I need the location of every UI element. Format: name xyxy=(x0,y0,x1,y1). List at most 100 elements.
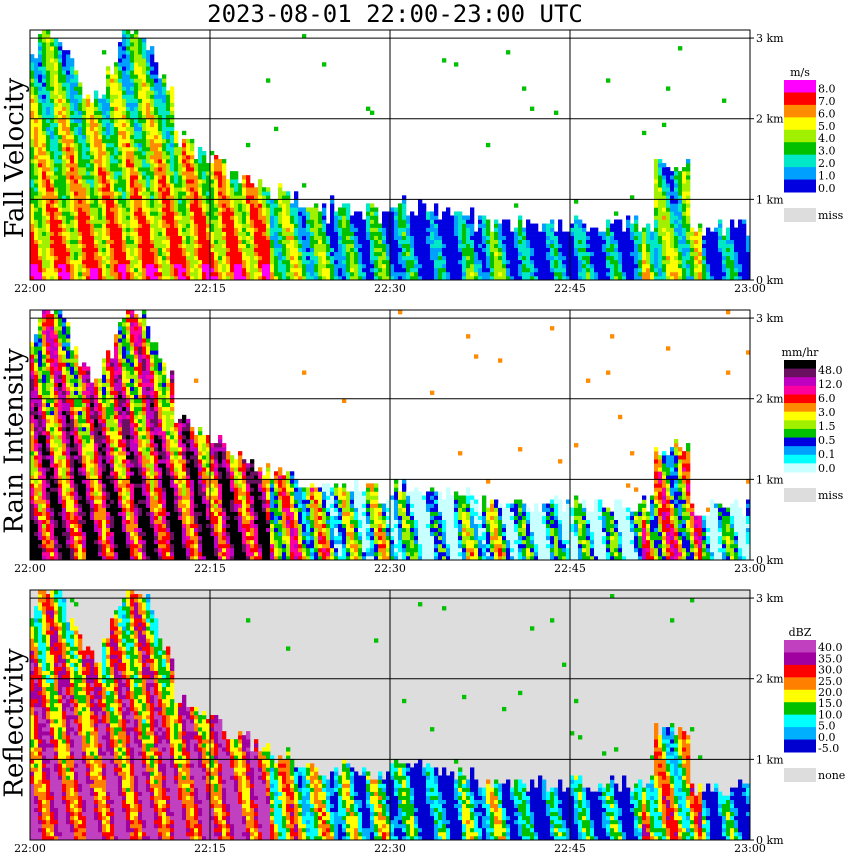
heatmap-cell xyxy=(746,275,751,281)
heatmap-cell xyxy=(134,106,139,111)
heatmap-cell xyxy=(370,215,375,220)
heatmap-cell xyxy=(182,146,187,152)
heatmap-cell xyxy=(202,219,207,224)
heatmap-cell xyxy=(666,203,671,208)
heatmap-cell xyxy=(498,267,503,273)
heatmap-cell xyxy=(494,239,499,245)
heatmap-cell xyxy=(42,215,47,220)
heatmap-cell xyxy=(30,207,35,212)
heatmap-cell xyxy=(734,271,739,277)
heatmap-cell xyxy=(710,247,715,253)
heatmap-cell xyxy=(238,231,243,236)
heatmap-cell xyxy=(146,251,151,257)
heatmap-cell xyxy=(114,247,119,253)
heatmap-cell xyxy=(574,231,579,236)
heatmap-cell xyxy=(270,227,275,232)
heatmap-cell xyxy=(90,259,95,265)
heatmap-cell xyxy=(222,171,227,176)
heatmap-cell xyxy=(322,239,327,245)
heatmap-cell xyxy=(94,191,99,196)
heatmap-cell xyxy=(138,267,143,273)
heatmap-cell xyxy=(262,207,267,212)
heatmap-cell xyxy=(702,247,707,253)
heatmap-cell xyxy=(378,251,383,257)
heatmap-cell xyxy=(122,163,127,168)
heatmap-cell xyxy=(234,183,239,188)
heatmap-cell xyxy=(626,239,631,245)
heatmap-cell xyxy=(738,267,743,273)
heatmap-cell xyxy=(686,243,691,249)
heatmap-cell xyxy=(94,275,99,281)
heatmap-cell xyxy=(666,191,671,196)
heatmap-cell xyxy=(214,247,219,253)
heatmap-cell xyxy=(42,350,47,355)
heatmap-cell xyxy=(214,171,219,176)
heatmap-cell xyxy=(682,259,687,265)
heatmap-cell xyxy=(210,275,215,281)
heatmap-cell xyxy=(206,219,211,224)
heatmap-cell xyxy=(550,223,555,228)
heatmap-cell xyxy=(106,114,111,120)
heatmap-cell xyxy=(102,203,107,208)
heatmap-cell xyxy=(30,191,35,196)
heatmap-cell xyxy=(134,110,139,115)
heatmap-cell xyxy=(298,219,303,224)
heatmap-cell xyxy=(38,354,43,359)
heatmap-cell xyxy=(426,239,431,245)
heatmap-cell xyxy=(150,251,155,257)
heatmap-cell xyxy=(314,259,319,265)
heatmap-cell xyxy=(234,215,239,220)
heatmap-cell xyxy=(306,207,311,212)
heatmap-cell xyxy=(550,247,555,253)
heatmap-cell xyxy=(190,167,195,172)
heatmap-cell xyxy=(338,239,343,245)
heatmap-cell xyxy=(98,159,103,164)
heatmap-cell xyxy=(658,203,663,208)
heatmap-cell xyxy=(178,267,183,273)
heatmap-cell xyxy=(182,191,187,196)
heatmap-cell xyxy=(286,203,291,208)
heatmap-cell xyxy=(582,239,587,245)
heatmap-cell xyxy=(70,155,75,160)
heatmap-cell xyxy=(98,191,103,196)
heatmap-cell xyxy=(110,275,115,281)
heatmap-cell xyxy=(558,239,563,245)
heatmap-cell xyxy=(42,539,47,545)
heatmap-cell xyxy=(170,167,175,172)
heatmap-cell xyxy=(294,191,299,196)
heatmap-cell xyxy=(82,251,87,257)
heatmap-cell xyxy=(174,187,179,192)
heatmap-cell xyxy=(122,183,127,188)
heatmap-cell xyxy=(198,146,203,152)
heatmap-cell xyxy=(38,74,43,79)
heatmap-cell xyxy=(42,146,47,152)
heatmap-cell xyxy=(62,175,67,180)
heatmap-cell xyxy=(242,207,247,212)
heatmap-cell xyxy=(158,271,163,277)
heatmap-cell xyxy=(142,138,147,144)
heatmap-cell xyxy=(298,275,303,281)
heatmap-cell xyxy=(686,203,691,208)
heatmap-cell xyxy=(34,463,39,468)
heatmap-cell xyxy=(646,227,651,232)
heatmap-cell xyxy=(454,263,459,269)
heatmap-cell xyxy=(186,146,191,152)
heatmap-cell xyxy=(662,187,667,192)
heatmap-cell xyxy=(518,247,523,253)
heatmap-cell xyxy=(174,163,179,168)
heatmap-cell xyxy=(30,394,35,400)
heatmap-cell xyxy=(94,199,99,204)
heatmap-cell xyxy=(178,275,183,281)
heatmap-cell xyxy=(38,370,43,375)
heatmap-cell xyxy=(46,247,51,253)
heatmap-cell xyxy=(342,251,347,257)
heatmap-cell xyxy=(230,235,235,240)
heatmap-cell xyxy=(350,259,355,265)
heatmap-cell xyxy=(90,102,95,107)
heatmap-cell xyxy=(30,255,35,261)
heatmap-cell xyxy=(462,239,467,245)
heatmap-cell xyxy=(130,138,135,144)
heatmap-cell xyxy=(658,271,663,277)
heatmap-cell xyxy=(234,275,239,281)
heatmap-cell xyxy=(654,179,659,184)
